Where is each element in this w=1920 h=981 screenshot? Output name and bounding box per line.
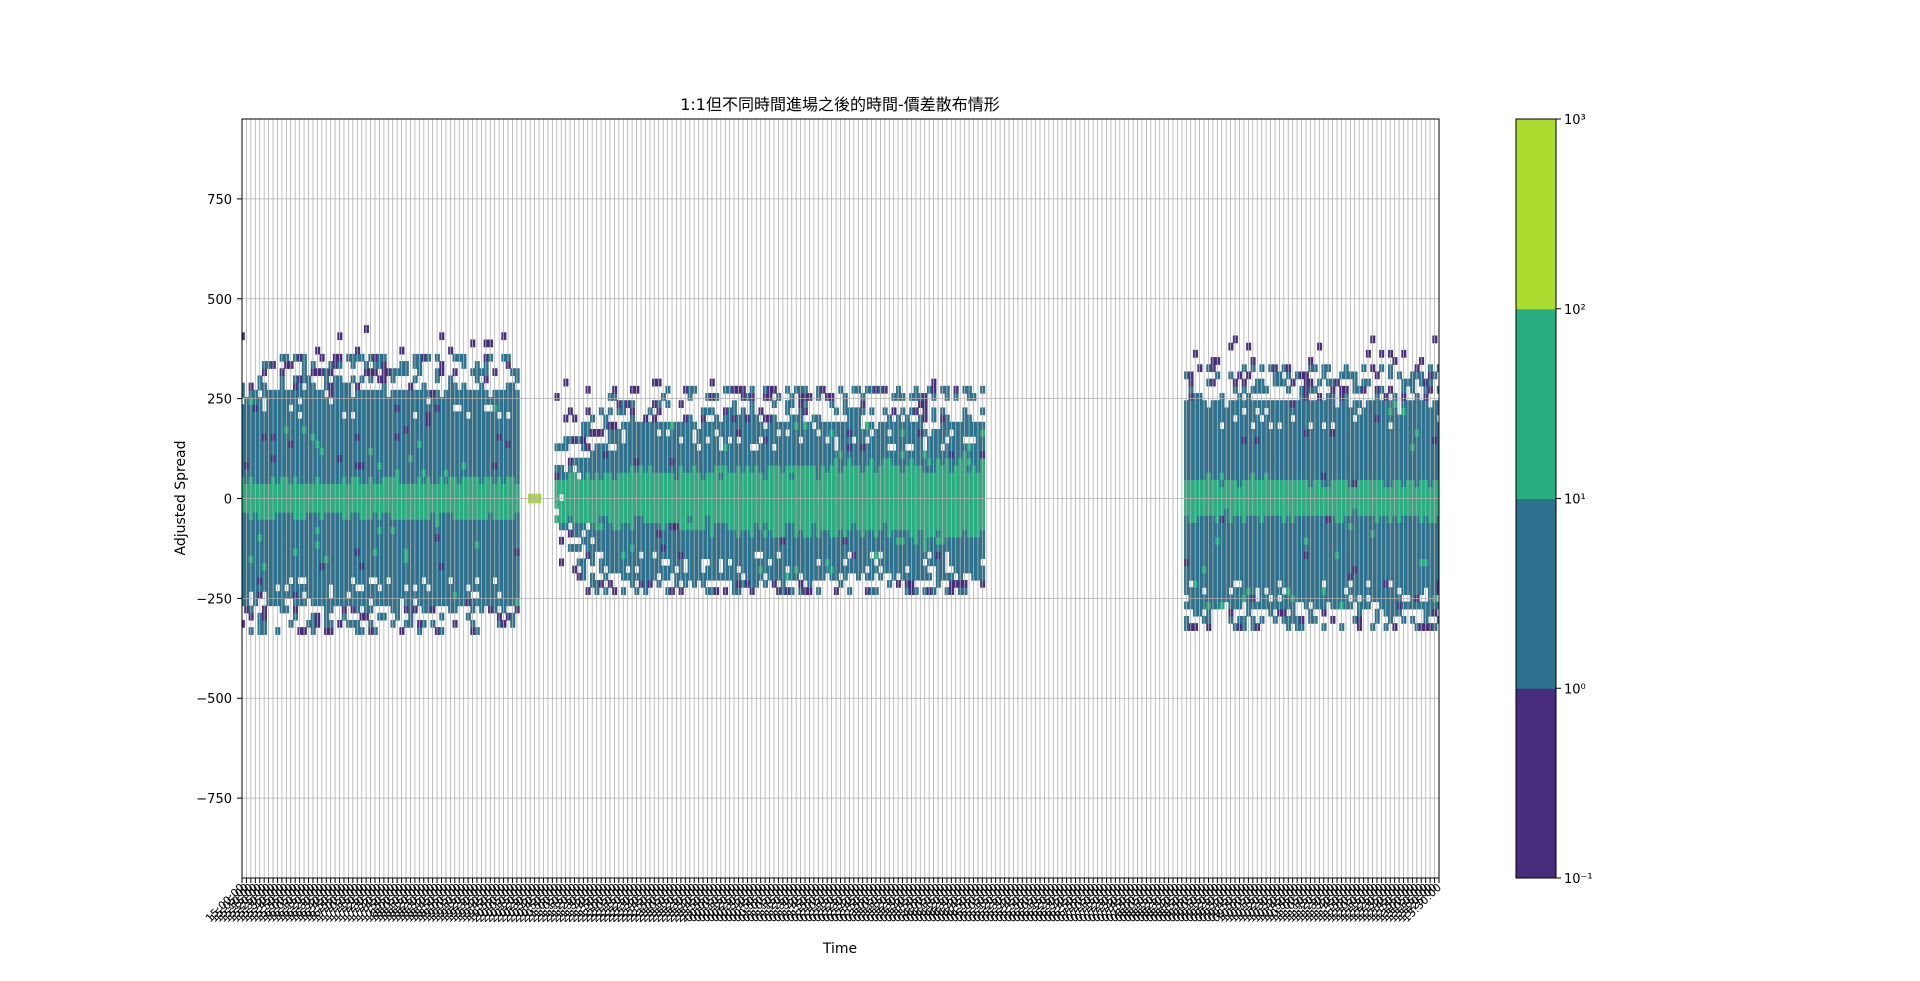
heatmap-cell — [242, 497, 245, 506]
heatmap-cell — [242, 562, 245, 571]
heatmap-cell — [242, 476, 245, 484]
heatmap-cell — [242, 418, 245, 427]
heatmap-cell — [242, 490, 245, 499]
heatmap-cell — [242, 583, 245, 592]
heatmap-cell — [242, 454, 245, 463]
heatmap-cell — [242, 389, 245, 398]
heatmap-cell — [242, 519, 245, 528]
heatmap-cell — [242, 411, 245, 420]
heatmap-cell — [242, 533, 245, 542]
heatmap-cell — [242, 483, 245, 492]
heatmap-cell — [242, 598, 245, 607]
heatmap-cell — [242, 591, 245, 599]
heatmap-cell — [242, 461, 245, 470]
chart-title: 1:1但不同時間進場之後的時間-價差散布情形 — [680, 95, 1000, 114]
heatmap-cell — [242, 576, 245, 585]
heatmap-cell — [242, 404, 245, 413]
heatmap-cell — [242, 619, 245, 628]
heatmap-cell — [242, 425, 245, 434]
heatmap-cell — [242, 382, 245, 391]
heatmap-cell — [242, 569, 245, 578]
heatmap-cell — [242, 526, 245, 535]
heatmap-cell — [242, 548, 245, 556]
heatmap-cell — [242, 432, 245, 441]
heatmap-cell — [242, 540, 245, 549]
heatmap-cell — [242, 447, 245, 456]
heatmap-cell — [242, 332, 245, 341]
heatmap-cell — [242, 512, 245, 520]
heatmap-cell — [242, 504, 245, 513]
heatmap-cell — [242, 555, 245, 564]
heatmap-cell — [242, 440, 245, 448]
heatmap-cell — [242, 468, 245, 477]
